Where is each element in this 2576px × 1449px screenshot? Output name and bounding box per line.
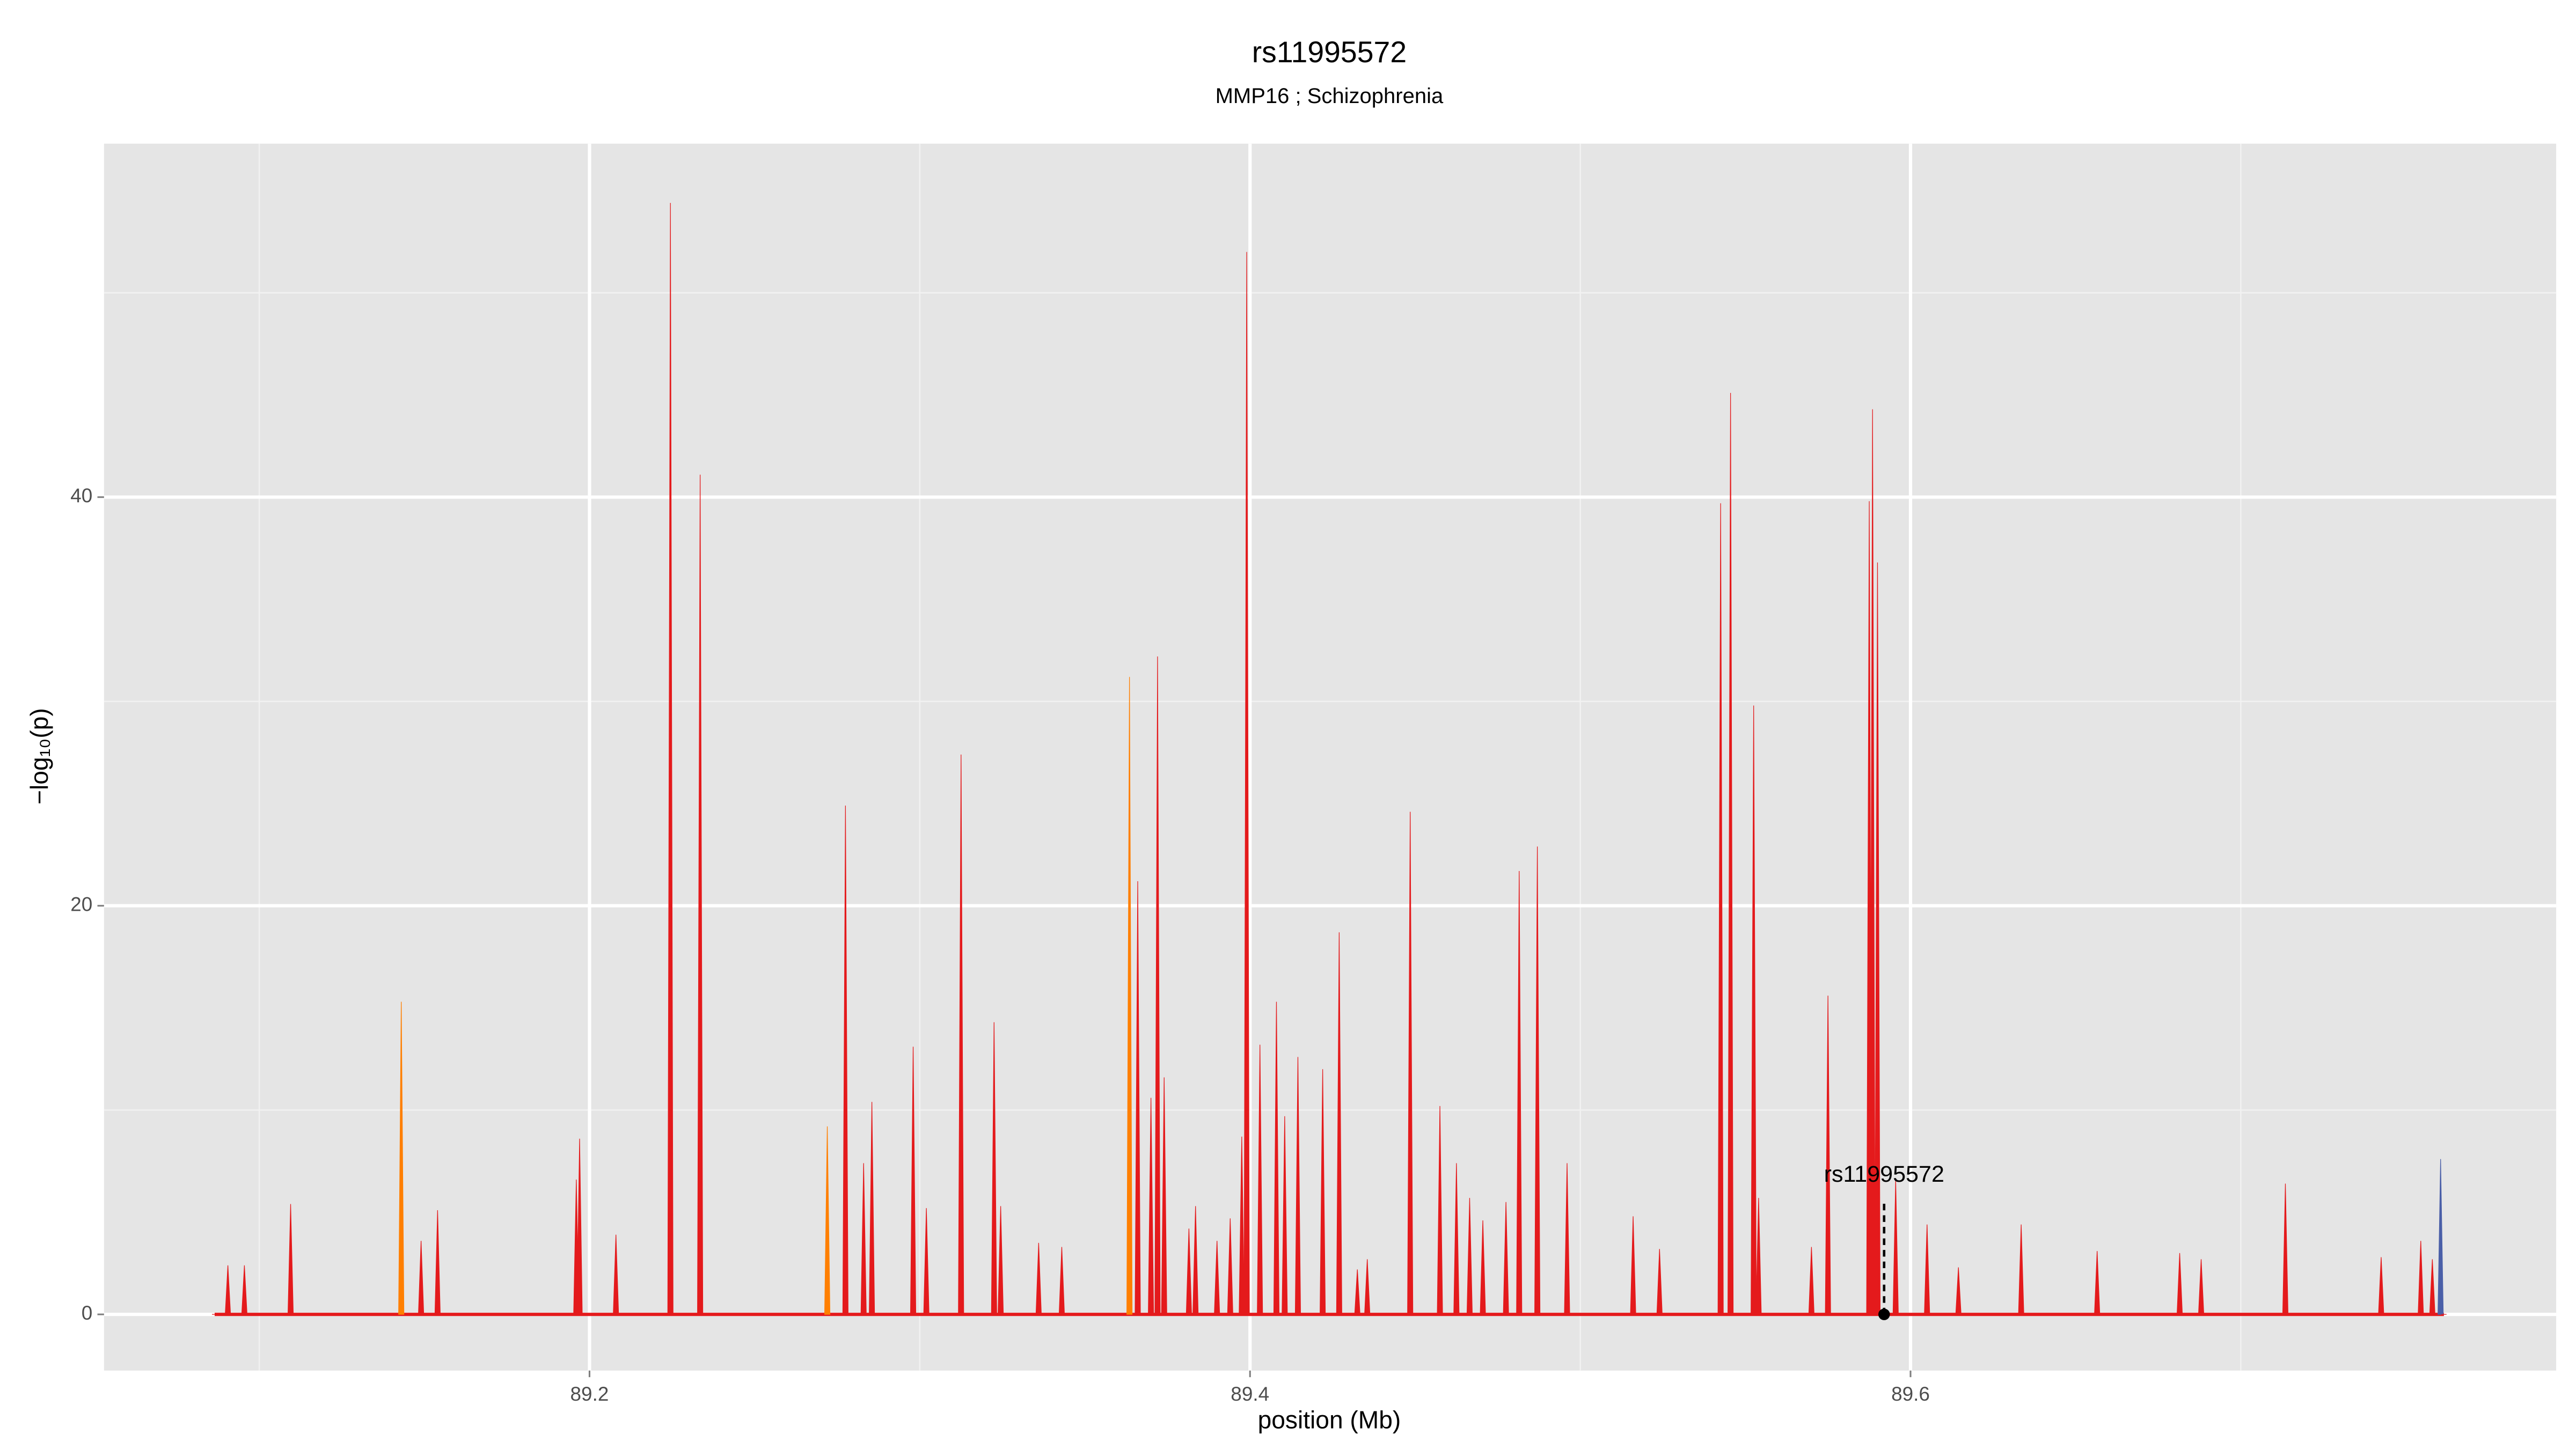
spike — [1534, 846, 1541, 1315]
spike — [958, 755, 964, 1315]
spike — [1320, 1069, 1326, 1315]
spike — [1227, 1218, 1233, 1315]
spike — [1955, 1267, 1962, 1315]
panel — [104, 143, 2557, 1371]
spike — [1148, 1097, 1154, 1315]
spike — [1437, 1106, 1443, 1315]
chart-title: rs11995572 — [1252, 35, 1407, 69]
spike — [1755, 1198, 1762, 1315]
spike — [1154, 656, 1161, 1315]
spike — [1480, 1220, 1486, 1315]
spike — [2418, 1241, 2424, 1315]
spike — [1058, 1247, 1065, 1315]
spike — [2378, 1257, 2384, 1315]
spike — [1407, 811, 1414, 1315]
spike — [1503, 1202, 1509, 1315]
spike — [241, 1265, 247, 1315]
y-axis-title: −log₁₀(p) — [25, 708, 53, 804]
spike — [824, 1126, 831, 1315]
spike — [2094, 1251, 2101, 1315]
spike — [991, 1022, 997, 1315]
spike — [1717, 503, 1724, 1315]
x-axis-title: position (Mb) — [1258, 1406, 1401, 1433]
spike — [1294, 1057, 1301, 1315]
spike — [869, 1102, 875, 1315]
spike — [923, 1208, 930, 1315]
spike — [842, 806, 848, 1315]
spike — [1869, 409, 1876, 1315]
spike — [1874, 562, 1881, 1315]
spike — [1466, 1198, 1473, 1315]
spike — [1282, 1116, 1288, 1315]
spike — [1273, 1001, 1280, 1315]
spike — [998, 1206, 1004, 1315]
spike — [1192, 1206, 1199, 1315]
spike — [1892, 1179, 1899, 1315]
spike — [1751, 705, 1757, 1315]
spike — [1630, 1216, 1636, 1315]
annotation-point — [1878, 1308, 1890, 1320]
spike — [418, 1241, 425, 1315]
spike — [1825, 996, 1831, 1315]
spike — [1214, 1241, 1220, 1315]
annotation-label: rs11995572 — [1824, 1161, 1944, 1187]
spike — [1126, 677, 1133, 1315]
spike — [1135, 881, 1141, 1315]
spike — [1924, 1224, 1930, 1315]
spike — [434, 1210, 441, 1315]
spike — [398, 1001, 405, 1315]
spike — [1564, 1163, 1570, 1315]
spike — [1364, 1259, 1371, 1315]
x-tick-label: 89.6 — [1891, 1383, 1930, 1405]
spike — [2018, 1224, 2024, 1315]
spike — [1354, 1269, 1360, 1315]
y-tick-label: 0 — [82, 1302, 93, 1324]
spike — [910, 1046, 917, 1315]
x-tick-label: 89.2 — [570, 1383, 609, 1405]
x-tick-label: 89.4 — [1231, 1383, 1269, 1405]
spike — [576, 1138, 583, 1315]
spike — [1656, 1249, 1663, 1315]
spike — [287, 1204, 294, 1315]
spike — [697, 474, 704, 1315]
spike — [1453, 1163, 1460, 1315]
y-tick-label: 20 — [70, 893, 92, 915]
spike — [2282, 1183, 2289, 1315]
spike — [1243, 252, 1250, 1315]
spike — [1185, 1228, 1192, 1315]
spike — [2176, 1253, 2183, 1315]
spike — [1728, 393, 1734, 1315]
marks — [212, 203, 2447, 1316]
spike — [225, 1265, 231, 1315]
y-tick-label: 40 — [70, 485, 92, 507]
spike — [1808, 1247, 1814, 1315]
spike — [667, 203, 674, 1315]
spike — [1336, 932, 1342, 1315]
spike — [1516, 871, 1523, 1315]
spike — [1239, 1136, 1245, 1315]
spike — [2438, 1159, 2444, 1315]
spike — [2198, 1259, 2205, 1315]
spike — [2429, 1259, 2435, 1315]
spike — [1257, 1044, 1263, 1315]
chart-subtitle: MMP16 ; Schizophrenia — [1216, 84, 1444, 108]
spike — [613, 1234, 619, 1315]
spike — [1161, 1077, 1167, 1315]
spike — [860, 1163, 867, 1315]
spike — [1035, 1242, 1042, 1315]
